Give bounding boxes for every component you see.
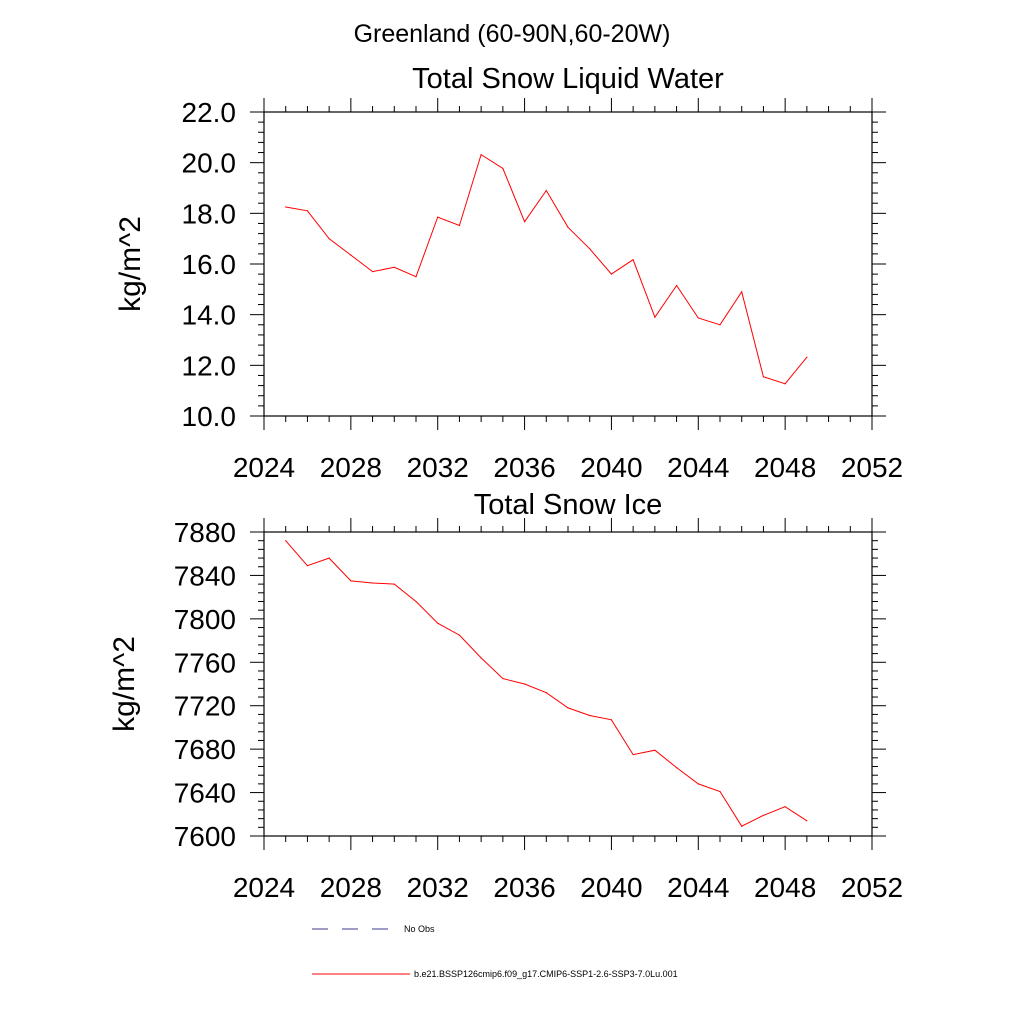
x-tick-label: 2052 xyxy=(841,872,903,903)
series-line xyxy=(285,540,808,827)
y-tick-label: 14.0 xyxy=(182,300,237,331)
data-point xyxy=(458,634,461,636)
figure-title: Greenland (60-90N,60-20W) xyxy=(354,20,671,48)
chart-panel-2: Total Snow Ice kg/m^2 2024 2028 2032 2036 2040… xyxy=(108,489,903,903)
data-point xyxy=(675,767,678,769)
x-tick-label: 2036 xyxy=(493,872,555,903)
y-tick-label: 12.0 xyxy=(182,350,237,381)
data-point xyxy=(371,582,374,584)
data-point xyxy=(806,820,808,822)
x-tick-label: 2032 xyxy=(407,872,469,903)
data-point xyxy=(523,221,526,223)
y-axis-label: kg/m^2 xyxy=(108,636,141,732)
data-point xyxy=(806,356,808,358)
y-tick-label: 22.0 xyxy=(182,97,237,128)
y-axis-label: kg/m^2 xyxy=(114,216,147,312)
data-point xyxy=(480,153,482,156)
data-point xyxy=(437,216,439,218)
data-point xyxy=(328,557,330,559)
data-point xyxy=(567,226,569,228)
data-point xyxy=(784,383,786,385)
y-tick-label: 7800 xyxy=(174,604,236,635)
x-tick-label: 2040 xyxy=(580,452,642,483)
data-point xyxy=(632,753,634,756)
chart-title: Total Snow Ice xyxy=(474,489,663,521)
x-tick-label: 2048 xyxy=(754,872,816,903)
data-point xyxy=(328,238,330,240)
data-point xyxy=(719,324,721,326)
chart-title: Total Snow Liquid Water xyxy=(412,63,724,95)
data-point xyxy=(741,291,743,293)
data-point xyxy=(589,714,591,717)
data-point xyxy=(350,580,352,582)
data-point xyxy=(371,271,374,273)
data-point xyxy=(306,565,309,567)
x-tick-label: 2028 xyxy=(320,452,382,483)
series-line xyxy=(285,153,808,385)
data-point xyxy=(610,719,613,721)
x-tick-label: 2032 xyxy=(407,452,469,483)
data-point xyxy=(393,266,395,268)
data-point xyxy=(762,376,765,378)
data-point xyxy=(632,259,634,261)
y-tick-label: 7680 xyxy=(174,734,236,765)
x-tick-label: 2044 xyxy=(667,872,729,903)
data-point xyxy=(567,707,569,709)
data-point xyxy=(762,814,765,816)
data-point xyxy=(480,657,482,659)
data-point xyxy=(545,692,547,694)
data-point xyxy=(437,622,439,624)
x-tick-label: 2024 xyxy=(233,452,295,483)
data-point xyxy=(654,316,656,318)
legend-label-case: b.e21.BSSP126cmip6.f09_g17.CMIP6-SSP1-2.… xyxy=(414,969,678,979)
data-point xyxy=(285,540,287,542)
plot-frame xyxy=(263,531,873,837)
x-tick-label: 2036 xyxy=(493,452,555,483)
x-tick-label: 2052 xyxy=(841,452,903,483)
x-tick-label: 2044 xyxy=(667,452,729,483)
legend-label-no-obs: No Obs xyxy=(404,924,435,934)
data-point xyxy=(415,600,417,603)
y-tick-label: 7640 xyxy=(174,778,236,809)
x-tick-label: 2028 xyxy=(320,872,382,903)
data-point xyxy=(350,254,352,256)
data-point xyxy=(589,248,591,250)
y-tick-label: 7840 xyxy=(174,560,236,591)
y-tick-label: 18.0 xyxy=(182,198,237,229)
legend: No Obs b.e21.BSSP126cmip6.f09_g17.CMIP6-S… xyxy=(312,924,678,979)
data-point xyxy=(523,683,526,685)
y-tick-label: 16.0 xyxy=(182,249,237,280)
plot-frame xyxy=(263,111,873,417)
x-tick-label: 2048 xyxy=(754,452,816,483)
data-point xyxy=(502,167,504,170)
data-point xyxy=(697,317,699,319)
data-point xyxy=(502,677,504,680)
x-tick-label: 2040 xyxy=(580,872,642,903)
y-tick-label: 7600 xyxy=(174,821,236,852)
data-point xyxy=(306,210,309,212)
y-tick-label: 7880 xyxy=(174,517,236,548)
data-point xyxy=(610,273,613,275)
data-point xyxy=(741,825,743,827)
data-point xyxy=(415,276,417,278)
data-point xyxy=(285,206,287,208)
data-point xyxy=(719,790,721,793)
data-point xyxy=(697,783,699,785)
data-point xyxy=(545,189,547,192)
y-tick-label: 10.0 xyxy=(182,401,237,432)
data-point xyxy=(458,224,461,227)
data-point xyxy=(393,583,395,585)
chart-panel-1: Total Snow Liquid Water kg/m^2 2024 2028 203… xyxy=(114,63,903,483)
data-point xyxy=(675,284,678,287)
y-tick-label: 7720 xyxy=(174,691,236,722)
data-point xyxy=(654,749,656,751)
data-point xyxy=(784,806,786,808)
y-tick-label: 7760 xyxy=(174,647,236,678)
y-tick-label: 20.0 xyxy=(182,148,237,179)
x-tick-label: 2024 xyxy=(233,872,295,903)
